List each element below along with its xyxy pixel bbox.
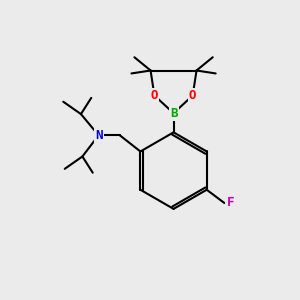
Text: O: O bbox=[189, 89, 196, 102]
Text: F: F bbox=[226, 196, 234, 209]
Text: B: B bbox=[170, 107, 177, 120]
Text: O: O bbox=[151, 89, 158, 102]
Text: N: N bbox=[95, 129, 102, 142]
